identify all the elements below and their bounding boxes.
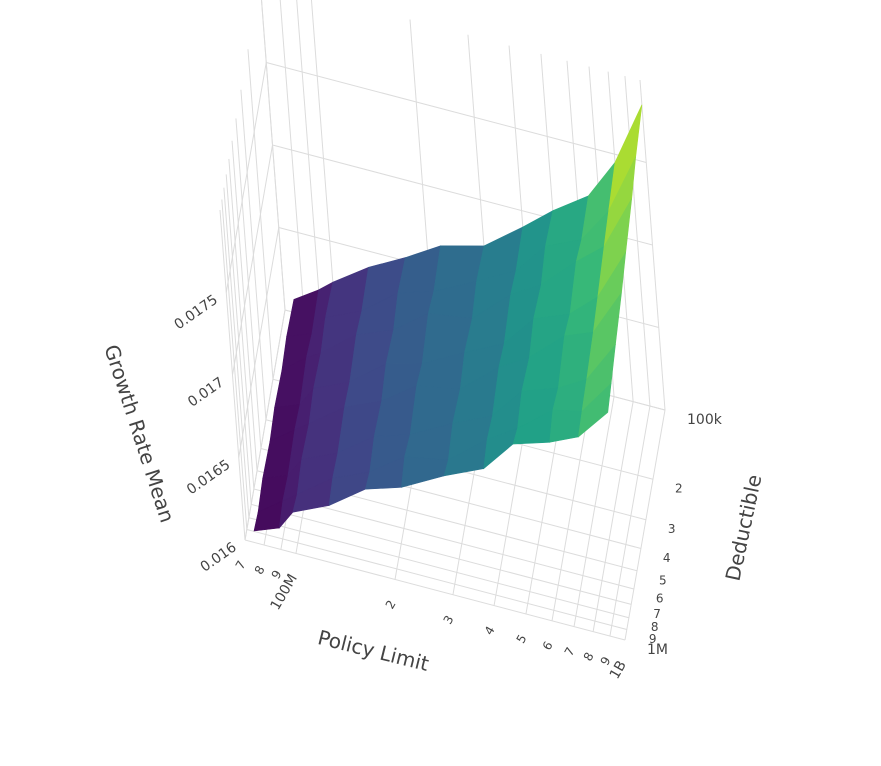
z-tick-label: 0.0165 bbox=[184, 457, 233, 498]
x-grid-line bbox=[592, 401, 634, 632]
surface bbox=[253, 104, 643, 532]
z-grid-line bbox=[225, 62, 267, 293]
y-grid-line bbox=[248, 517, 630, 619]
y-tick-label: 5 bbox=[659, 573, 667, 587]
y-grid-line bbox=[246, 528, 627, 630]
x-tick-label: 8 bbox=[252, 563, 268, 577]
x-tick-label: 4 bbox=[482, 624, 498, 638]
x-grid-line bbox=[573, 396, 615, 627]
z-tick-label: 0.0175 bbox=[172, 292, 221, 333]
x-grid-line bbox=[310, 0, 337, 324]
y-tick-label: 100k bbox=[687, 412, 723, 428]
surface-cell bbox=[577, 382, 612, 438]
y-tick-label: 9 bbox=[649, 632, 657, 646]
surface-cell bbox=[397, 245, 441, 294]
y-tick-label: 8 bbox=[651, 620, 659, 634]
x-tick-label: 8 bbox=[581, 650, 597, 664]
z-grid-line bbox=[238, 227, 280, 458]
x-tick-label: 5 bbox=[514, 632, 530, 646]
x-tick-label: 3 bbox=[441, 613, 457, 627]
x-grid-line bbox=[624, 409, 666, 641]
y-tick-label: 7 bbox=[653, 607, 661, 621]
y-tick-label: 1M bbox=[647, 642, 668, 658]
surface-cell bbox=[401, 456, 449, 488]
z-grid-line bbox=[266, 62, 647, 163]
surface-cell bbox=[549, 409, 583, 443]
x-tick-label: 2 bbox=[383, 598, 399, 612]
x-grid-line bbox=[296, 0, 322, 320]
y-tick-label: 4 bbox=[663, 551, 671, 565]
z-grid-line bbox=[232, 144, 273, 376]
y-grid-line bbox=[244, 539, 626, 641]
x-grid-line bbox=[609, 405, 651, 637]
z-tick-label: 0.017 bbox=[185, 374, 227, 410]
x-axis-title: Policy Limit bbox=[315, 625, 431, 676]
y-tick-label: 2 bbox=[675, 482, 683, 496]
x-tick-label: 6 bbox=[540, 639, 556, 653]
y-tick-label: 3 bbox=[668, 522, 676, 536]
z-tick-label: 0.016 bbox=[198, 539, 240, 575]
y-tick-label: 6 bbox=[656, 591, 664, 605]
y-axis-title: Deductible bbox=[721, 472, 767, 583]
z-axis-title: Growth Rate Mean bbox=[99, 342, 179, 526]
x-tick-label: 7 bbox=[233, 558, 249, 572]
y-grid-line bbox=[251, 503, 632, 605]
x-tick-label: 7 bbox=[562, 645, 578, 659]
z-grid-line bbox=[244, 309, 286, 541]
